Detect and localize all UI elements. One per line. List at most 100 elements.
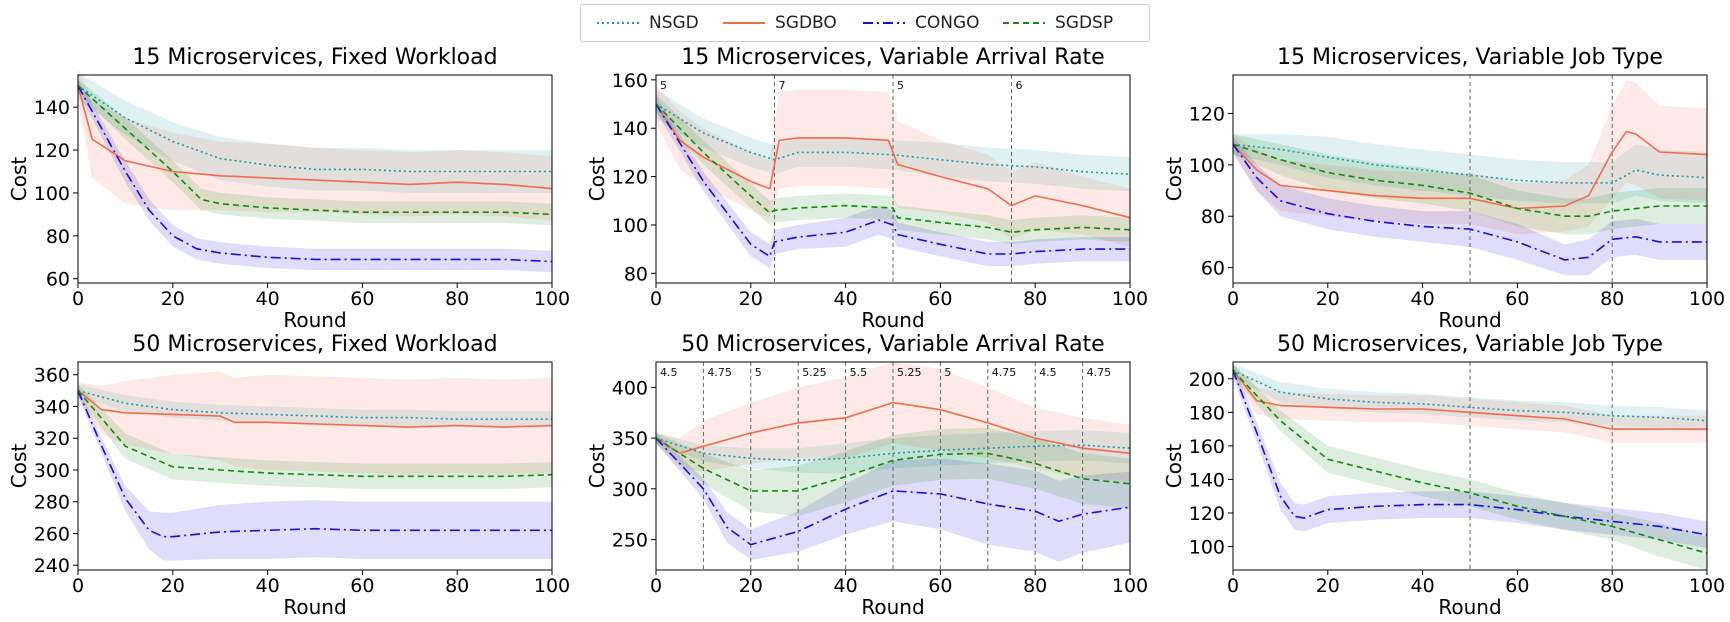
y-tick-label: 100 <box>1189 155 1225 177</box>
phase-label: 5 <box>755 366 762 379</box>
band-nsgd <box>78 384 552 428</box>
band-congo <box>656 96 1130 269</box>
plot-frame <box>655 361 1131 571</box>
chart-4: 0 20 40 60 80 100 240 260 280 300 320 340 360 50 Micr… <box>7 332 570 619</box>
y-tick-label: 260 <box>34 523 70 545</box>
y-axis-label: Cost <box>585 157 609 202</box>
series-line-sgdbo <box>655 103 1131 219</box>
x-tick-label: 60 <box>928 288 952 310</box>
chart-6: 0 20 40 60 80 100 100 120 140 160 180 200 50 Microse… <box>1162 332 1725 619</box>
x-tick-label: 40 <box>834 288 858 310</box>
x-tick-label: 20 <box>739 288 763 310</box>
x-axis-label: Round <box>861 308 924 332</box>
x-tick-label: 80 <box>445 575 469 597</box>
y-tick-label: 350 <box>612 428 648 450</box>
series-line-sgdsp <box>655 437 1131 492</box>
x-tick-label: 0 <box>1227 288 1239 310</box>
band-congo <box>1233 136 1707 276</box>
y-tick-label: 80 <box>46 226 70 248</box>
x-tick-label: 0 <box>650 288 662 310</box>
phase-label: 6 <box>1016 79 1023 92</box>
y-tick-label: 240 <box>34 555 70 577</box>
x-tick-label: 100 <box>534 288 570 310</box>
y-tick-label: 320 <box>34 428 70 450</box>
series-line-congo <box>77 390 552 538</box>
x-tick-label: 60 <box>928 575 952 597</box>
series-line-nsgd <box>77 389 552 420</box>
chart-title: 15 Microservices, Variable Arrival Rate <box>681 45 1104 70</box>
series-line-sgdsp <box>77 85 553 216</box>
series-line-congo <box>655 437 1131 546</box>
y-tick-label: 80 <box>624 263 648 285</box>
series-line-nsgd <box>655 437 1131 462</box>
y-tick-label: 280 <box>34 492 70 514</box>
y-tick-label: 100 <box>34 183 70 205</box>
band-congo <box>1233 363 1707 549</box>
y-tick-label: 60 <box>1201 258 1225 280</box>
y-axis-label: Cost <box>585 444 609 489</box>
chart-title: 50 Microservices, Fixed Workload <box>132 332 497 357</box>
x-tick-label: 60 <box>1505 288 1529 310</box>
y-tick-label: 80 <box>1201 206 1225 228</box>
plot-frame <box>1232 74 1708 284</box>
series-line-nsgd <box>77 85 552 173</box>
x-tick-label: 80 <box>1023 288 1047 310</box>
chart-1: 0 20 40 60 80 100 60 80 100 120 140 15 Microservice… <box>7 45 570 332</box>
y-tick-label: 120 <box>34 140 70 162</box>
phase-label: 4.5 <box>1039 366 1057 379</box>
band-congo <box>78 385 552 561</box>
y-tick-label: 140 <box>612 118 648 140</box>
series-line-nsgd <box>655 103 1131 175</box>
y-tick-label: 200 <box>1189 369 1225 391</box>
x-tick-label: 80 <box>445 288 469 310</box>
legend-label-sgdbo: SGDBO <box>775 13 837 33</box>
legend-label-congo: CONGO <box>915 13 980 33</box>
phase-label: 5.5 <box>850 366 868 379</box>
chart-5: 4.5 4.75 5 5.25 5.5 5.25 5 4.75 4.5 4.75 0 20 40 60 80… <box>585 332 1148 619</box>
x-tick-label: 100 <box>1689 575 1725 597</box>
series-line-sgdbo <box>655 401 1131 455</box>
x-tick-label: 20 <box>739 575 763 597</box>
series-line-sgdbo <box>77 85 553 190</box>
y-tick-label: 180 <box>1189 402 1225 424</box>
y-tick-label: 140 <box>34 97 70 119</box>
series-line-congo <box>655 103 1130 258</box>
x-tick-label: 40 <box>1411 575 1435 597</box>
y-tick-label: 340 <box>34 396 70 418</box>
series-line-nsgd <box>1232 369 1708 422</box>
legend: NSGD SGDBO CONGO SGDSP <box>580 4 1150 42</box>
x-tick-label: 20 <box>161 288 185 310</box>
x-tick-label: 80 <box>1600 288 1624 310</box>
series-line-sgdbo <box>1232 369 1707 430</box>
x-tick-label: 0 <box>72 288 84 310</box>
x-tick-label: 40 <box>834 575 858 597</box>
series-line-sgdsp <box>655 103 1131 234</box>
x-tick-label: 20 <box>1316 575 1340 597</box>
phase-label: 4.5 <box>660 366 678 379</box>
y-axis-label: Cost <box>7 157 31 202</box>
x-tick-label: 40 <box>256 575 280 597</box>
y-tick-label: 360 <box>34 365 70 387</box>
y-tick-label: 400 <box>612 377 648 399</box>
band-nsgd <box>656 430 1130 474</box>
phase-label: 4.75 <box>992 366 1017 379</box>
x-axis-label: Round <box>1438 595 1501 619</box>
y-axis-label: Cost <box>1162 444 1186 489</box>
series-line-sgdsp <box>77 390 553 478</box>
x-tick-label: 100 <box>1112 575 1148 597</box>
x-tick-label: 100 <box>1689 288 1725 310</box>
x-tick-label: 60 <box>1505 575 1529 597</box>
x-axis-label: Round <box>283 308 346 332</box>
x-tick-label: 60 <box>350 288 374 310</box>
chart-title: 50 Microservices, Variable Job Type <box>1277 332 1663 357</box>
y-tick-label: 300 <box>612 479 648 501</box>
x-tick-label: 100 <box>1112 288 1148 310</box>
band-sgdsp <box>78 384 552 489</box>
x-axis-label: Round <box>283 595 346 619</box>
legend-label-nsgd: NSGD <box>649 13 699 33</box>
band-sgdsp <box>656 428 1130 517</box>
x-tick-label: 20 <box>1316 288 1340 310</box>
x-tick-label: 0 <box>72 575 84 597</box>
